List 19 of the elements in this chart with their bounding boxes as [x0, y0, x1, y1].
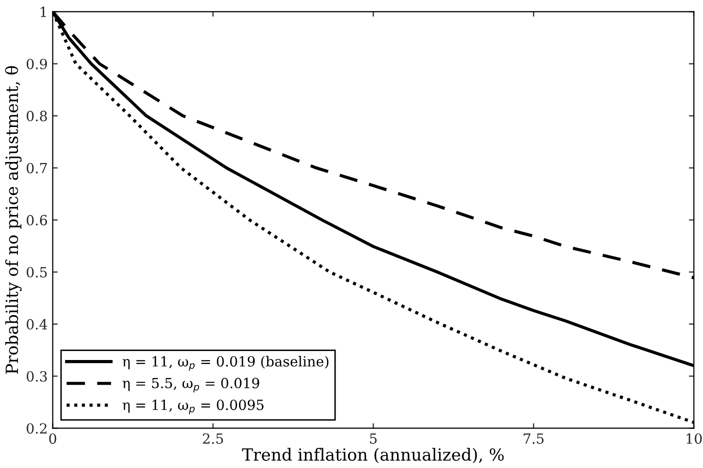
x-axis-title: Trend inflation (annualized), % [242, 448, 504, 464]
x-tick-label: 7.5 [524, 434, 544, 444]
legend-label: η = 11, ω$_{p}$ = 0.019 (baseline) [122, 356, 328, 371]
y-tick-label: 0.9 [26, 58, 47, 70]
x-tick-label: 2.5 [202, 433, 223, 444]
y-tick-label: 0.2 [26, 423, 46, 434]
legend-label: η = 11, ω$_{p}$ = 0.0095 [122, 400, 264, 414]
y-tick-label: 0.4 [26, 319, 48, 330]
y-axis-title: Probability of no price adjustment, θ [5, 66, 22, 374]
x-tick-label: 10 [686, 433, 702, 444]
y-tick-label: 1 [40, 6, 46, 17]
y-tick-label: 0.8 [26, 110, 47, 122]
x-tick-label: 0 [49, 433, 56, 444]
y-tick-label: 0.5 [26, 266, 47, 278]
y-tick-label: 0.7 [26, 162, 47, 174]
x-tick-label: 5 [370, 434, 377, 444]
legend-label: η = 5.5, ω$_{p}$ = 0.019 [122, 378, 260, 392]
y-tick-label: 0.3 [26, 371, 47, 382]
y-tick-label: 0.6 [26, 214, 47, 226]
